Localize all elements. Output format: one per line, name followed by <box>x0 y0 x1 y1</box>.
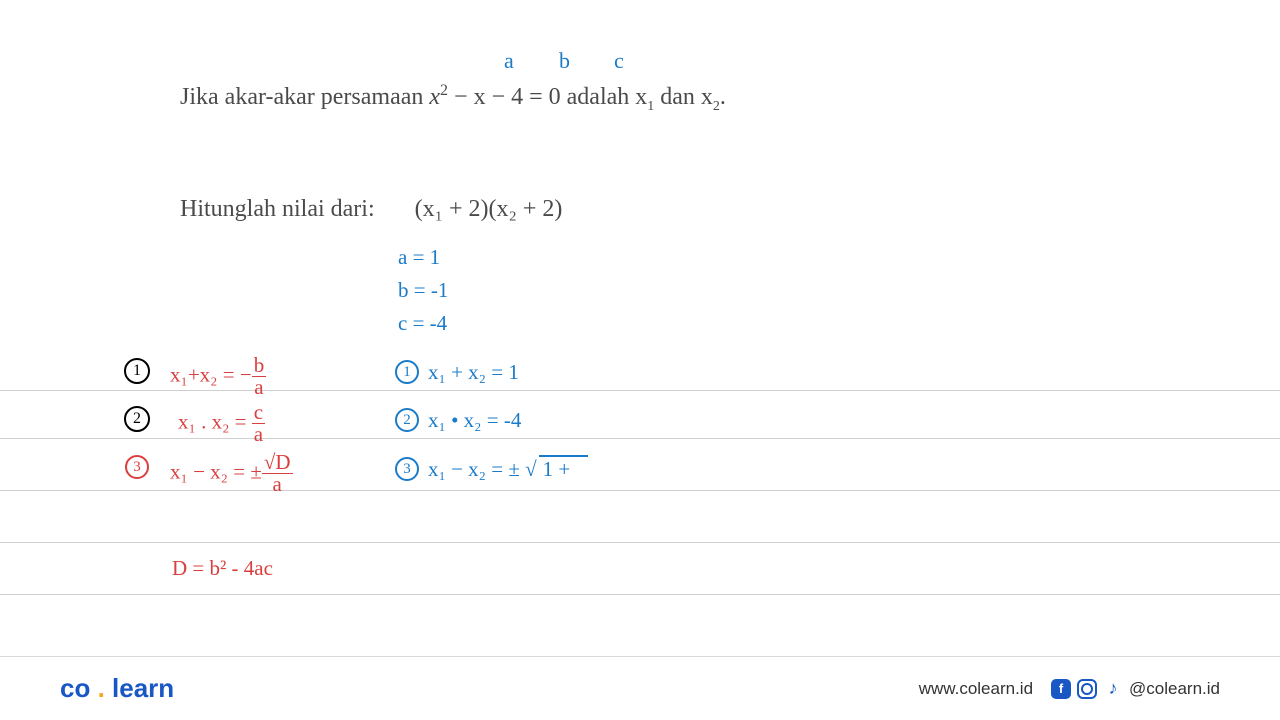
label-c: c <box>614 48 624 74</box>
tiktok-icon: ♪ <box>1103 679 1123 699</box>
label-a: a <box>504 48 514 74</box>
bullet-3: 3 <box>125 455 149 479</box>
sum-result: x₁ + x₂ = 1 <box>428 360 519 385</box>
handle: @colearn.id <box>1129 679 1220 699</box>
eq-mid: − x − 4 = 0 <box>448 84 561 110</box>
coef-a: a = 1 <box>398 245 440 270</box>
bullet-1: 1 <box>124 358 150 384</box>
bullet-2: 2 <box>124 406 150 432</box>
problem-statement: Jika akar-akar persamaan x2 − x − 4 = 0 … <box>180 82 726 115</box>
expression: (x₁ + 2)(x₂ + 2) <box>415 196 563 222</box>
url: www.colearn.id <box>919 679 1033 699</box>
problem-question: Hitunglah nilai dari: (x₁ + 2)(x₂ + 2) <box>180 196 562 223</box>
vieta-sum: x₁+x₂ = −ba <box>170 355 266 398</box>
logo-co: co <box>60 673 90 703</box>
and: dan x <box>654 84 713 110</box>
text: Jika akar-akar persamaan <box>180 84 429 110</box>
hitung: Hitunglah nilai dari: <box>180 196 375 222</box>
text: adalah x <box>561 84 648 110</box>
blue-bullet-3: 3 <box>395 457 419 481</box>
vieta-diff: x₁ − x₂ = ±√Da <box>170 452 293 495</box>
discriminant: D = b² - 4ac <box>172 556 273 581</box>
instagram-icon <box>1077 679 1097 699</box>
footer-right: www.colearn.id f ♪ @colearn.id <box>919 679 1220 699</box>
social-icons: f ♪ @colearn.id <box>1051 679 1220 699</box>
diff-result: x₁ − x₂ = ± √1 + <box>428 457 588 482</box>
logo-learn: learn <box>112 673 174 703</box>
product-result: x₁ • x₂ = -4 <box>428 408 521 433</box>
logo: co . learn <box>60 673 174 704</box>
facebook-icon: f <box>1051 679 1071 699</box>
var-x: x <box>429 84 440 110</box>
logo-dot: . <box>90 673 112 703</box>
end: . <box>720 84 726 110</box>
footer: co . learn www.colearn.id f ♪ @colearn.i… <box>0 656 1280 720</box>
sub2: 2 <box>713 99 720 114</box>
worksheet-area: a b c Jika akar-akar persamaan x2 − x − … <box>0 0 1280 720</box>
coef-c: c = -4 <box>398 311 447 336</box>
ruled-line <box>0 594 1280 595</box>
ruled-line <box>0 542 1280 543</box>
blue-bullet-2: 2 <box>395 408 419 432</box>
label-b: b <box>559 48 570 74</box>
coef-b: b = -1 <box>398 278 448 303</box>
vieta-product: x₁ . x₂ = ca <box>178 402 265 445</box>
squared: 2 <box>440 82 448 99</box>
blue-bullet-1: 1 <box>395 360 419 384</box>
